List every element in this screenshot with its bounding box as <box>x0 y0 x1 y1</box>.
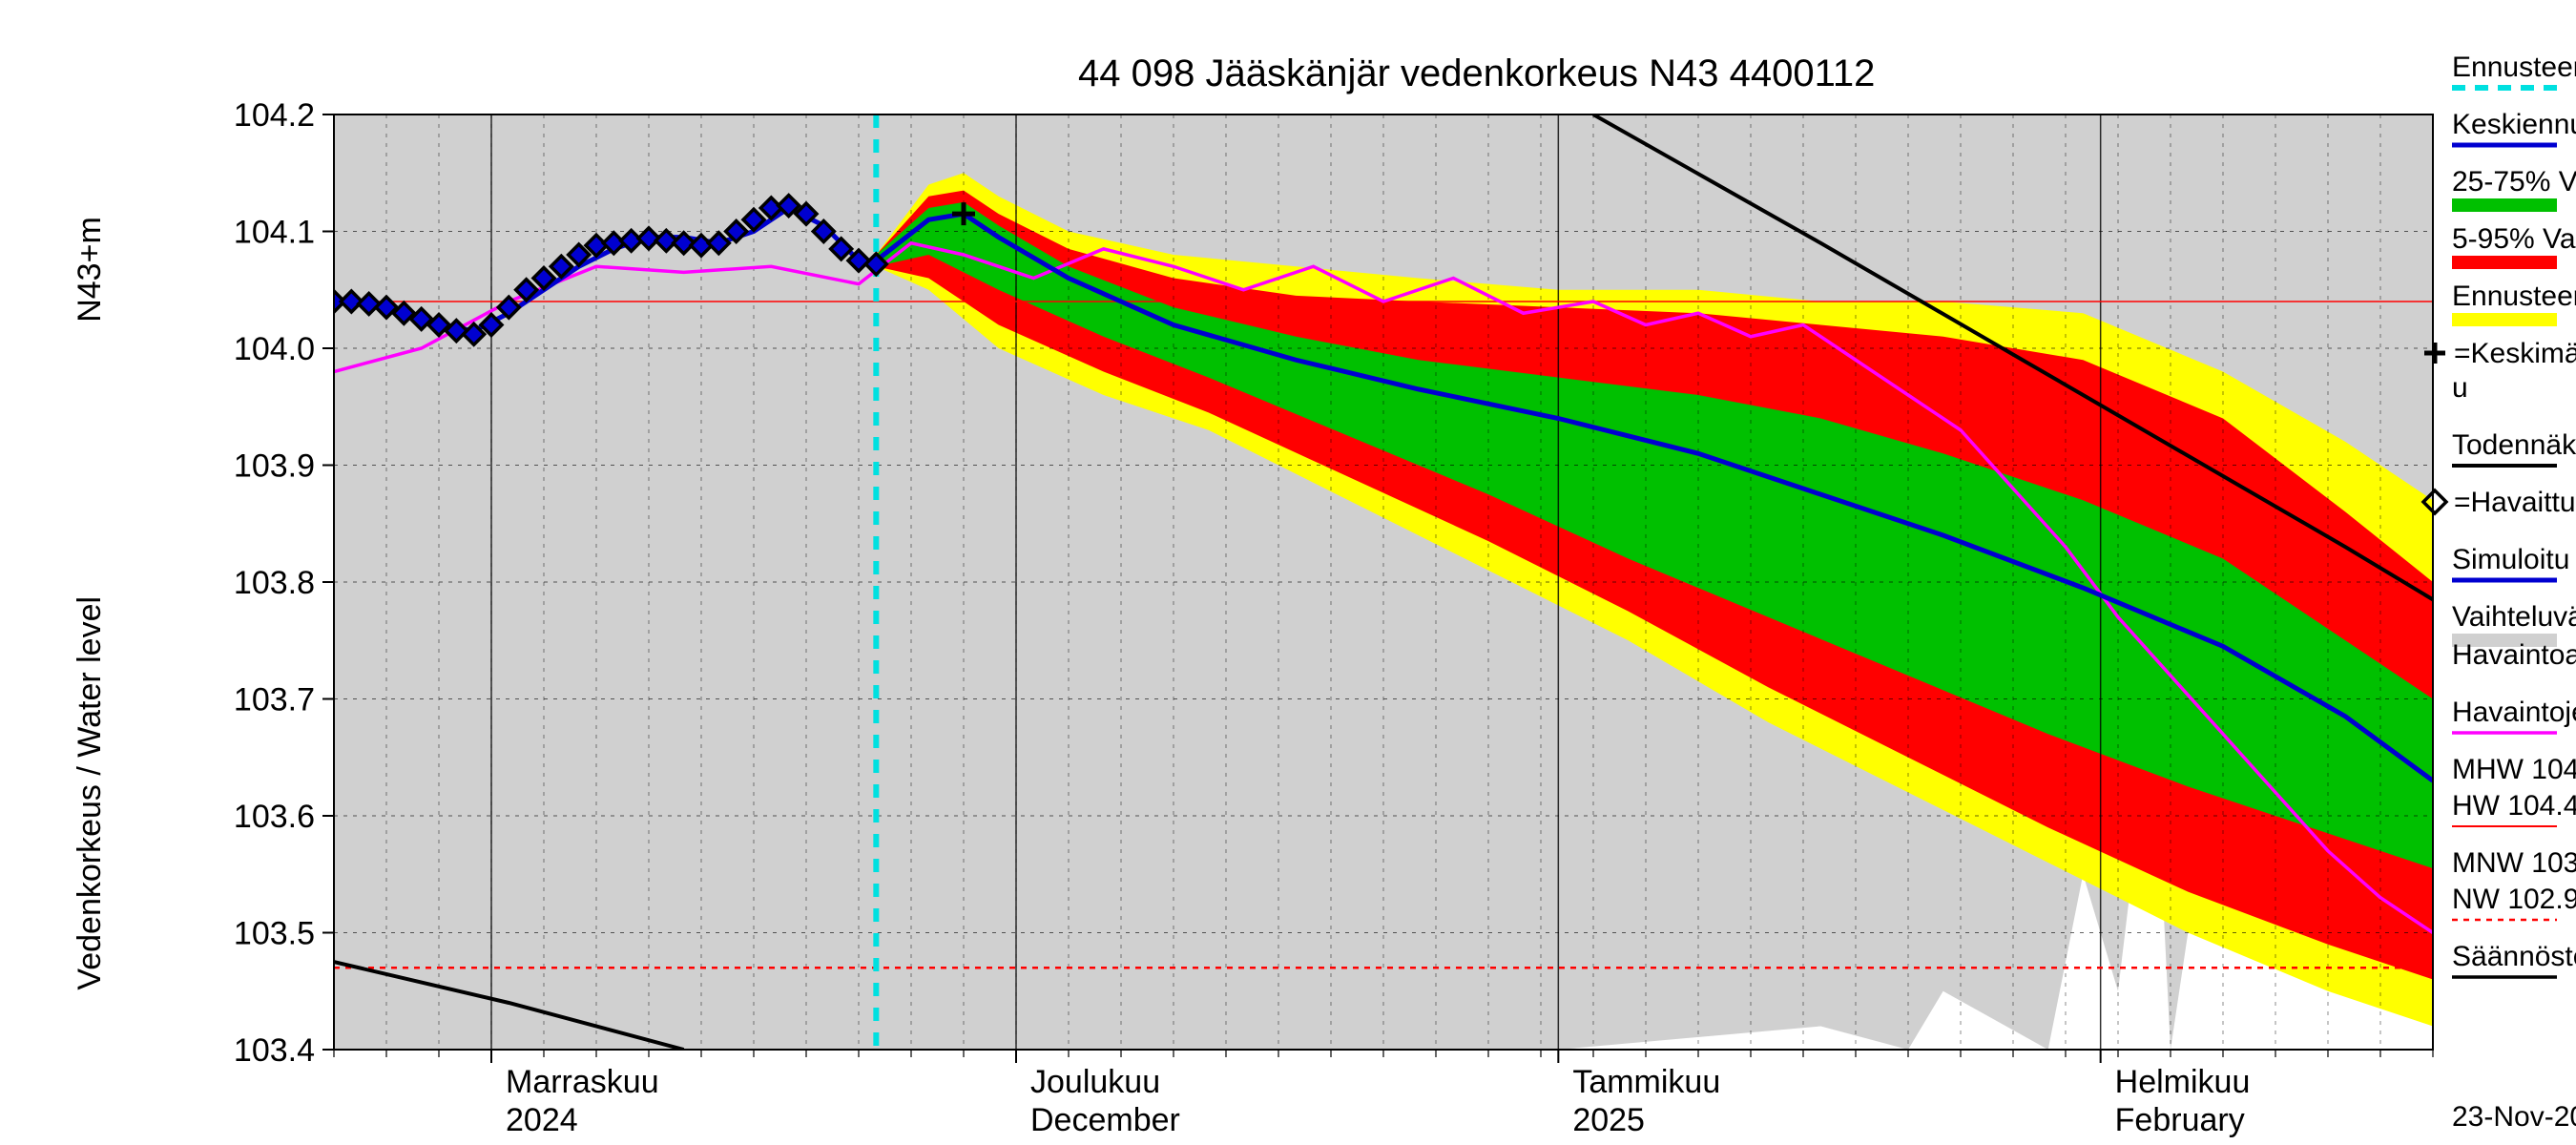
svg-text:Marraskuu: Marraskuu <box>506 1064 659 1100</box>
legend-item-mean: Keskiennuste <box>2452 109 2576 140</box>
svg-text:103.5: 103.5 <box>234 916 315 952</box>
svg-text:103.7: 103.7 <box>234 682 315 718</box>
svg-text:2024: 2024 <box>506 1102 578 1138</box>
legend: Ennusteen alku Keskiennuste 25-75% Vaihtel… <box>2423 52 2576 977</box>
legend-item-hist_station: Havaintoasema 4400112 <box>2452 639 2576 671</box>
legend-item-full_range: Ennusteen vaihteluväli <box>2452 281 2576 312</box>
chart-title: 44 098 Jääskänjär vedenkorkeus N43 44001… <box>1078 52 1875 94</box>
legend-item-hw_text: MHW 104.20 NHW 104.04 <box>2452 754 2576 785</box>
legend-item-prob_peak: Todennäköinen huippu <box>2452 429 2576 461</box>
svg-text:February: February <box>2115 1102 2245 1138</box>
legend-item-median_obs: Havaintojen mediaani <box>2452 697 2576 728</box>
svg-text:Tammikuu: Tammikuu <box>1572 1064 1720 1100</box>
svg-text:Joulukuu: Joulukuu <box>1030 1064 1160 1100</box>
svg-text:December: December <box>1030 1102 1180 1138</box>
y-axis-label-main: Vedenkorkeus / Water level <box>72 596 108 990</box>
legend-item-hist_range: Vaihteluväli 1993-2023 <box>2452 601 2576 633</box>
svg-text:103.4: 103.4 <box>234 1032 315 1069</box>
legend-item-avg_peak: =Keskimääräinen huippu <box>2454 338 2576 369</box>
legend-item-hw_text2: HW 104.48 m 09.05.1966 <box>2452 790 2576 822</box>
legend-item-nw_text: MNW 103.23 HNW 103.47 <box>2452 847 2576 879</box>
svg-text:104.2: 104.2 <box>234 97 315 134</box>
svg-text:Helmikuu: Helmikuu <box>2115 1064 2251 1100</box>
svg-text:104.0: 104.0 <box>234 331 315 367</box>
chart-svg: 103.4 103.5 103.6 103.7 103.8 103.9 104.0 104.1… <box>0 0 2576 1145</box>
legend-item-reg_limit: Säännöstelyraja <box>2452 941 2576 972</box>
footer-timestamp: 23-Nov-2024 12:39 WSFS-O <box>2452 1101 2576 1133</box>
legend-item-observed: =Havaittu 4400112 <box>2454 487 2576 518</box>
legend-item-p25_75: 25-75% Vaihteluväli <box>2452 166 2576 198</box>
svg-text:u: u <box>2452 372 2468 404</box>
legend-item-forecast_start: Ennusteen alku <box>2452 52 2576 83</box>
svg-text:104.1: 104.1 <box>234 215 315 251</box>
svg-text:103.6: 103.6 <box>234 799 315 835</box>
svg-text:103.9: 103.9 <box>234 448 315 485</box>
water-level-forecast-chart: 103.4 103.5 103.6 103.7 103.8 103.9 104.0 104.1… <box>0 0 2576 1145</box>
legend-item-nw_text2: NW 102.96 m 22.03.1970 <box>2452 884 2576 915</box>
svg-text:103.8: 103.8 <box>234 565 315 601</box>
legend-item-sim_hist: Simuloitu historia <box>2452 544 2576 575</box>
legend-item-p5_95: 5-95% Vaihteluväli <box>2452 223 2576 255</box>
svg-text:2025: 2025 <box>1572 1102 1645 1138</box>
y-axis-label-unit: N43+m <box>72 217 108 323</box>
